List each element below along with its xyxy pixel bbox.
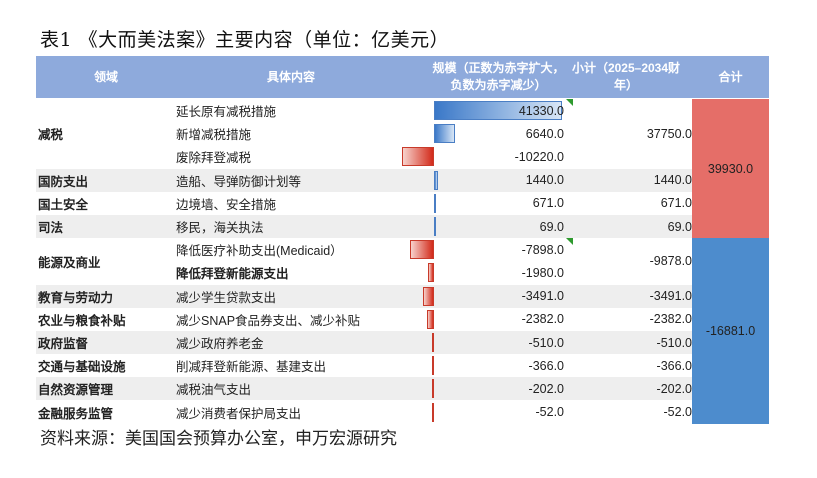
table-row: 降低拜登新能源支出 -1980.0 — [36, 261, 769, 284]
value-cell: -7898.0 — [521, 242, 564, 257]
table-header: 领域 具体内容 规模（正数为赤字扩大， 负数为赤字减少） 小计（2025–203… — [36, 56, 769, 98]
table-row: 废除拜登减税 -10220.0 — [36, 145, 769, 168]
subtotal-cell: 671.0 — [660, 196, 692, 211]
value-bar — [434, 217, 436, 236]
table-row: 降低医疗补助支出(Medicaid） -7898.0 — [36, 238, 769, 261]
content-cell: 边境墙、安全措施 — [176, 197, 277, 212]
value-bar — [434, 124, 455, 144]
header-total: 合计 — [718, 69, 743, 84]
value-cell: -10220.0 — [514, 149, 564, 164]
domain-label: 农业与粮食补贴 — [38, 313, 126, 328]
table-row: 减少SNAP食品券支出、减少补贴 -2382.0 — [36, 308, 769, 331]
value-bar — [432, 356, 434, 376]
domain-label: 能源及商业 — [38, 255, 101, 270]
domain-label: 国防支出 — [38, 174, 89, 189]
value-cell: 6640.0 — [525, 126, 564, 141]
table-row: 减税油气支出 -202.0 — [36, 377, 769, 401]
table-title: 表1 《大而美法案》主要内容（单位：亿美元） — [40, 29, 450, 51]
value-cell: -202.0 — [528, 381, 564, 396]
table-row: 减少政府养老金 -510.0 — [36, 331, 769, 354]
value-bar — [427, 263, 434, 283]
table-row: 造船、导弹防御计划等 1440.0 — [36, 168, 769, 192]
domain-label: 减税 — [38, 128, 64, 143]
total-cell: 39930.0 — [692, 99, 769, 239]
subtotal-cell: -3491.0 — [649, 289, 692, 304]
subtotal-cell: -2382.0 — [649, 312, 692, 327]
domain-label: 司法 — [38, 221, 64, 236]
content-cell: 降低拜登新能源支出 — [176, 267, 289, 282]
content-cell: 减少SNAP食品券支出、减少补贴 — [176, 313, 361, 328]
header-domain: 领域 — [93, 69, 118, 84]
content-cell: 废除拜登减税 — [176, 151, 252, 166]
content-cell: 延长原有减税措施 — [176, 105, 277, 119]
source-note: 资料来源：美国国会预算办公室，申万宏源研究 — [40, 429, 397, 449]
comment-flag-icon — [566, 99, 573, 106]
table-row: 边境墙、安全措施 671.0 — [36, 192, 769, 215]
domain-label: 金融服务监管 — [38, 406, 114, 421]
value-cell: 41330.0 — [518, 103, 564, 118]
value-cell: -510.0 — [528, 335, 564, 350]
value-bar — [434, 193, 437, 213]
subtotal-cell: -366.0 — [656, 358, 692, 373]
value-bar — [432, 379, 434, 399]
content-cell: 造船、导弹防御计划等 — [176, 174, 302, 189]
value-cell: -1980.0 — [521, 265, 564, 280]
value-bar — [432, 402, 434, 422]
table-row: 移民，海关执法 69.0 — [36, 215, 769, 238]
table-row: 延长原有减税措施 41330.0 — [36, 99, 769, 122]
subtotal-cell: -202.0 — [656, 381, 692, 396]
value-bar — [434, 101, 562, 120]
content-cell: 减少政府养老金 — [176, 337, 264, 351]
value-cell: 671.0 — [532, 196, 564, 211]
value-cell: -52.0 — [535, 405, 565, 420]
content-cell: 减少消费者保护局支出 — [176, 406, 302, 421]
domain-label: 自然资源管理 — [38, 383, 114, 398]
value-cell: -2382.0 — [521, 312, 564, 327]
value-bar — [423, 286, 434, 306]
table-row: 新增减税措施 6640.0 — [36, 122, 769, 145]
total-cell: -16881.0 — [692, 238, 769, 424]
value-bar — [432, 333, 434, 352]
value-bar — [409, 240, 434, 260]
value-cell: 1440.0 — [525, 173, 564, 188]
content-cell: 削减拜登新能源、基建支出 — [176, 360, 327, 375]
domain-label: 国土安全 — [38, 197, 89, 212]
comment-flag-icon — [566, 238, 573, 246]
subtotal-cell: 1440.0 — [653, 173, 692, 188]
table-row: 减少消费者保护局支出 -52.0 — [36, 401, 769, 424]
content-cell: 减少学生贷款支出 — [176, 290, 277, 305]
subtotal-cell: -9878.0 — [649, 254, 692, 269]
subtotal-cell: -510.0 — [656, 335, 692, 350]
content-cell: 减税油气支出 — [176, 383, 252, 398]
header-scale: 规模（正数为赤字扩大， 负数为赤字减少） — [432, 61, 565, 92]
value-bar — [402, 147, 434, 167]
subtotal-cell: 69.0 — [667, 219, 692, 234]
domain-label: 政府监督 — [38, 337, 89, 352]
content-cell: 新增减税措施 — [176, 128, 252, 143]
value-cell: 69.0 — [539, 219, 564, 234]
domain-label: 教育与劳动力 — [38, 290, 114, 305]
domain-label: 交通与基础设施 — [38, 360, 126, 375]
value-cell: -366.0 — [528, 358, 564, 373]
subtotal-cell: -52.0 — [663, 405, 693, 420]
subtotal-cell: 37750.0 — [646, 126, 692, 141]
content-cell: 移民，海关执法 — [176, 221, 264, 235]
table-row: 减少学生贷款支出 -3491.0 — [36, 284, 769, 308]
header-subtotal: 小计（2025–2034财 年） — [571, 61, 681, 92]
value-bar — [426, 309, 434, 329]
content-cell: 降低医疗补助支出(Medicaid） — [176, 244, 343, 259]
value-cell: -3491.0 — [521, 289, 564, 304]
value-bar — [434, 170, 439, 190]
table-row: 削减拜登新能源、基建支出 -366.0 — [36, 354, 769, 377]
header-content: 具体内容 — [266, 69, 315, 84]
